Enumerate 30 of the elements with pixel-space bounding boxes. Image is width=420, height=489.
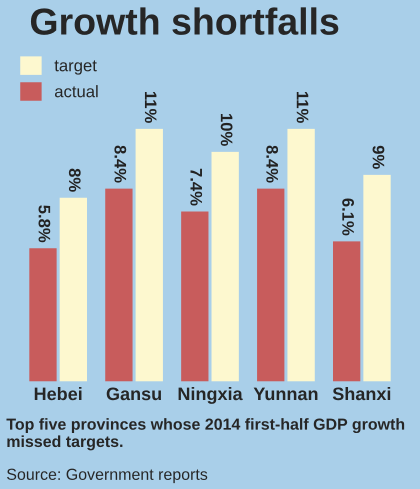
data-label: 6.1%	[342, 198, 354, 236]
data-label: 9%	[372, 146, 384, 169]
x-tick-label: Gansu	[106, 387, 161, 400]
source-note: Source: Government reports	[7, 468, 208, 484]
data-label: 11%	[144, 92, 157, 123]
x-tick-label: Hebei	[34, 386, 82, 400]
data-label: 8.4%	[266, 146, 278, 183]
data-label: 10%	[220, 114, 233, 146]
legend-label: actual	[54, 85, 98, 98]
text: Top five provinces whose 2014 first-half GDP growth missed targets.	[6, 418, 404, 450]
bar	[332, 241, 360, 382]
x-tick-label: Shanxi	[332, 386, 390, 400]
x-tick-label: Yunnan	[254, 388, 318, 400]
data-label: 7.4%	[190, 168, 202, 206]
bar	[136, 128, 163, 382]
data-label: 11%	[296, 92, 308, 123]
chart-title: Growth shortfalls	[30, 7, 338, 35]
bar	[181, 212, 208, 382]
data-label: 5.8%	[38, 205, 50, 242]
legend-label: target	[54, 60, 97, 75]
bar	[287, 128, 315, 382]
bar	[363, 174, 391, 382]
bar	[29, 248, 57, 382]
data-label: 8%	[68, 168, 81, 192]
x-tick-label: Ningxia	[178, 386, 243, 404]
bar	[212, 152, 239, 382]
bar	[60, 198, 88, 382]
data-label: 8.4%	[114, 146, 126, 183]
bar	[257, 188, 284, 382]
bar	[105, 188, 133, 382]
